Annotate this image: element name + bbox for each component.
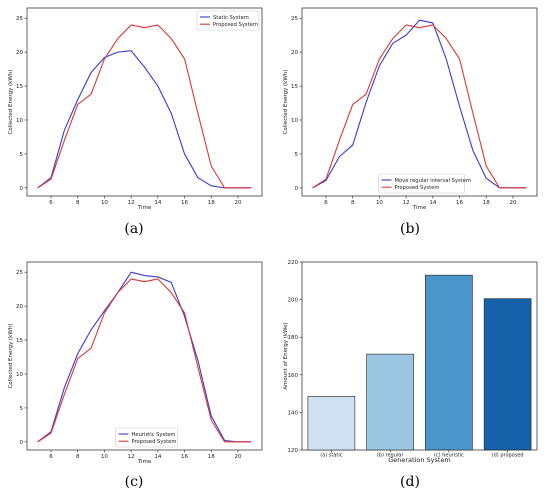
y-tick-label: 200 [288, 298, 299, 304]
legend-label-1: Heuristic System [132, 432, 176, 438]
legend-label-2: Proposed System [395, 185, 440, 191]
legend-label-2: Proposed System [132, 439, 177, 445]
y-tick-label: 15 [16, 84, 23, 90]
legend-box [196, 10, 260, 31]
x-tick-label: 10 [101, 200, 108, 206]
bar-4 [483, 298, 532, 451]
x-tick-label: 6 [49, 454, 53, 460]
panel-caption: (c) [125, 474, 144, 490]
x-axis-label: Time [412, 205, 427, 211]
y-tick-label: 5 [20, 152, 24, 158]
x-tick-label: (d) proposed [492, 453, 524, 459]
x-tick-label: (a) static [320, 453, 343, 459]
x-axis-label: Generation System [388, 456, 451, 464]
y-axis-label: Collected Energy (kWh) [8, 324, 14, 389]
y-axis-label: Amount of Energy (kWe) [283, 322, 289, 389]
legend-label-1: Move regular interval System [395, 178, 472, 184]
y-tick-label: 0 [20, 186, 24, 192]
y-tick-label: 5 [295, 152, 299, 158]
series-line-1 [37, 50, 252, 189]
x-tick-label: 16 [181, 200, 188, 206]
y-tick-label: 20 [16, 50, 23, 56]
panel-caption: (a) [124, 221, 143, 237]
x-tick-label: 18 [208, 200, 215, 206]
y-tick-label: 220 [288, 260, 299, 266]
plot-frame [301, 7, 538, 197]
legend-box [378, 173, 465, 194]
y-tick-label: 10 [16, 372, 23, 378]
x-tick-label: 18 [483, 200, 490, 206]
plot-frame [301, 261, 538, 451]
plot-frame [26, 7, 263, 197]
chart-panel-2: 0 5 10 15 20 25 Time Collected Energy (kWh) (b) 6… [283, 7, 538, 237]
y-tick-label: 0 [295, 186, 299, 192]
x-tick-label: 12 [128, 454, 135, 460]
y-tick-label: 25 [16, 16, 23, 22]
x-tick-label: 16 [181, 454, 188, 460]
x-tick-label: 10 [101, 454, 108, 460]
series-line-1 [37, 271, 252, 443]
plot-frame [26, 261, 263, 451]
y-tick-label: 120 [288, 448, 299, 454]
y-tick-label: 10 [291, 118, 298, 124]
x-tick-label: 20 [509, 200, 516, 206]
y-tick-label: 20 [291, 50, 298, 56]
panel-caption: (d) [400, 474, 420, 490]
y-tick-label: 10 [16, 118, 23, 124]
y-tick-label: 140 [288, 410, 299, 416]
x-tick-label: (b) regular [377, 453, 404, 459]
x-tick-label: 8 [351, 200, 355, 206]
x-tick-label: 6 [49, 200, 53, 206]
y-axis-label: Collected Energy (kWh) [8, 70, 14, 135]
x-axis-label: Time [137, 459, 152, 465]
y-tick-label: 25 [16, 270, 23, 276]
x-tick-label: 12 [403, 200, 410, 206]
series-line-2 [312, 24, 527, 189]
x-tick-label: 12 [128, 200, 135, 206]
bar-1 [307, 396, 356, 451]
chart-panel-4: 120 140 160 180 200 220 Generation System Amoun… [283, 260, 538, 490]
x-tick-label: 20 [234, 200, 241, 206]
x-tick-label: 14 [429, 200, 436, 206]
x-axis-label: Time [137, 205, 152, 211]
series-line-2 [37, 24, 252, 189]
bar-2 [366, 353, 414, 451]
legend-label-1: Static System [213, 15, 249, 21]
series-line-2 [37, 278, 252, 443]
x-tick-label: 14 [154, 454, 161, 460]
x-tick-label: 18 [208, 454, 215, 460]
bar-3 [425, 274, 473, 451]
y-tick-label: 0 [20, 440, 24, 446]
y-tick-label: 5 [20, 406, 24, 412]
legend-box [115, 427, 178, 448]
x-tick-label: 6 [324, 200, 328, 206]
series-line-1 [312, 19, 527, 189]
y-tick-label: 180 [288, 335, 299, 341]
x-tick-label: (c) heuristic [434, 453, 464, 459]
panel-caption: (b) [400, 221, 420, 237]
y-tick-label: 25 [291, 16, 298, 22]
y-tick-label: 160 [288, 373, 299, 379]
y-tick-label: 20 [16, 304, 23, 310]
x-tick-label: 14 [154, 200, 161, 206]
y-tick-label: 15 [16, 338, 23, 344]
chart-panel-1: 0 5 10 15 20 25 Time Collected Energy (kWh) (a) 6… [8, 7, 263, 237]
y-tick-label: 15 [291, 84, 298, 90]
x-tick-label: 8 [76, 454, 80, 460]
legend-label-2: Proposed System [213, 22, 258, 28]
x-tick-label: 8 [76, 200, 80, 206]
chart-panel-3: 0 5 10 15 20 25 Time Collected Energy (kWh) (c) 6… [8, 261, 263, 490]
y-axis-label: Collected Energy (kWh) [283, 70, 289, 135]
x-tick-label: 10 [376, 200, 383, 206]
x-tick-label: 20 [234, 454, 241, 460]
x-tick-label: 16 [456, 200, 463, 206]
